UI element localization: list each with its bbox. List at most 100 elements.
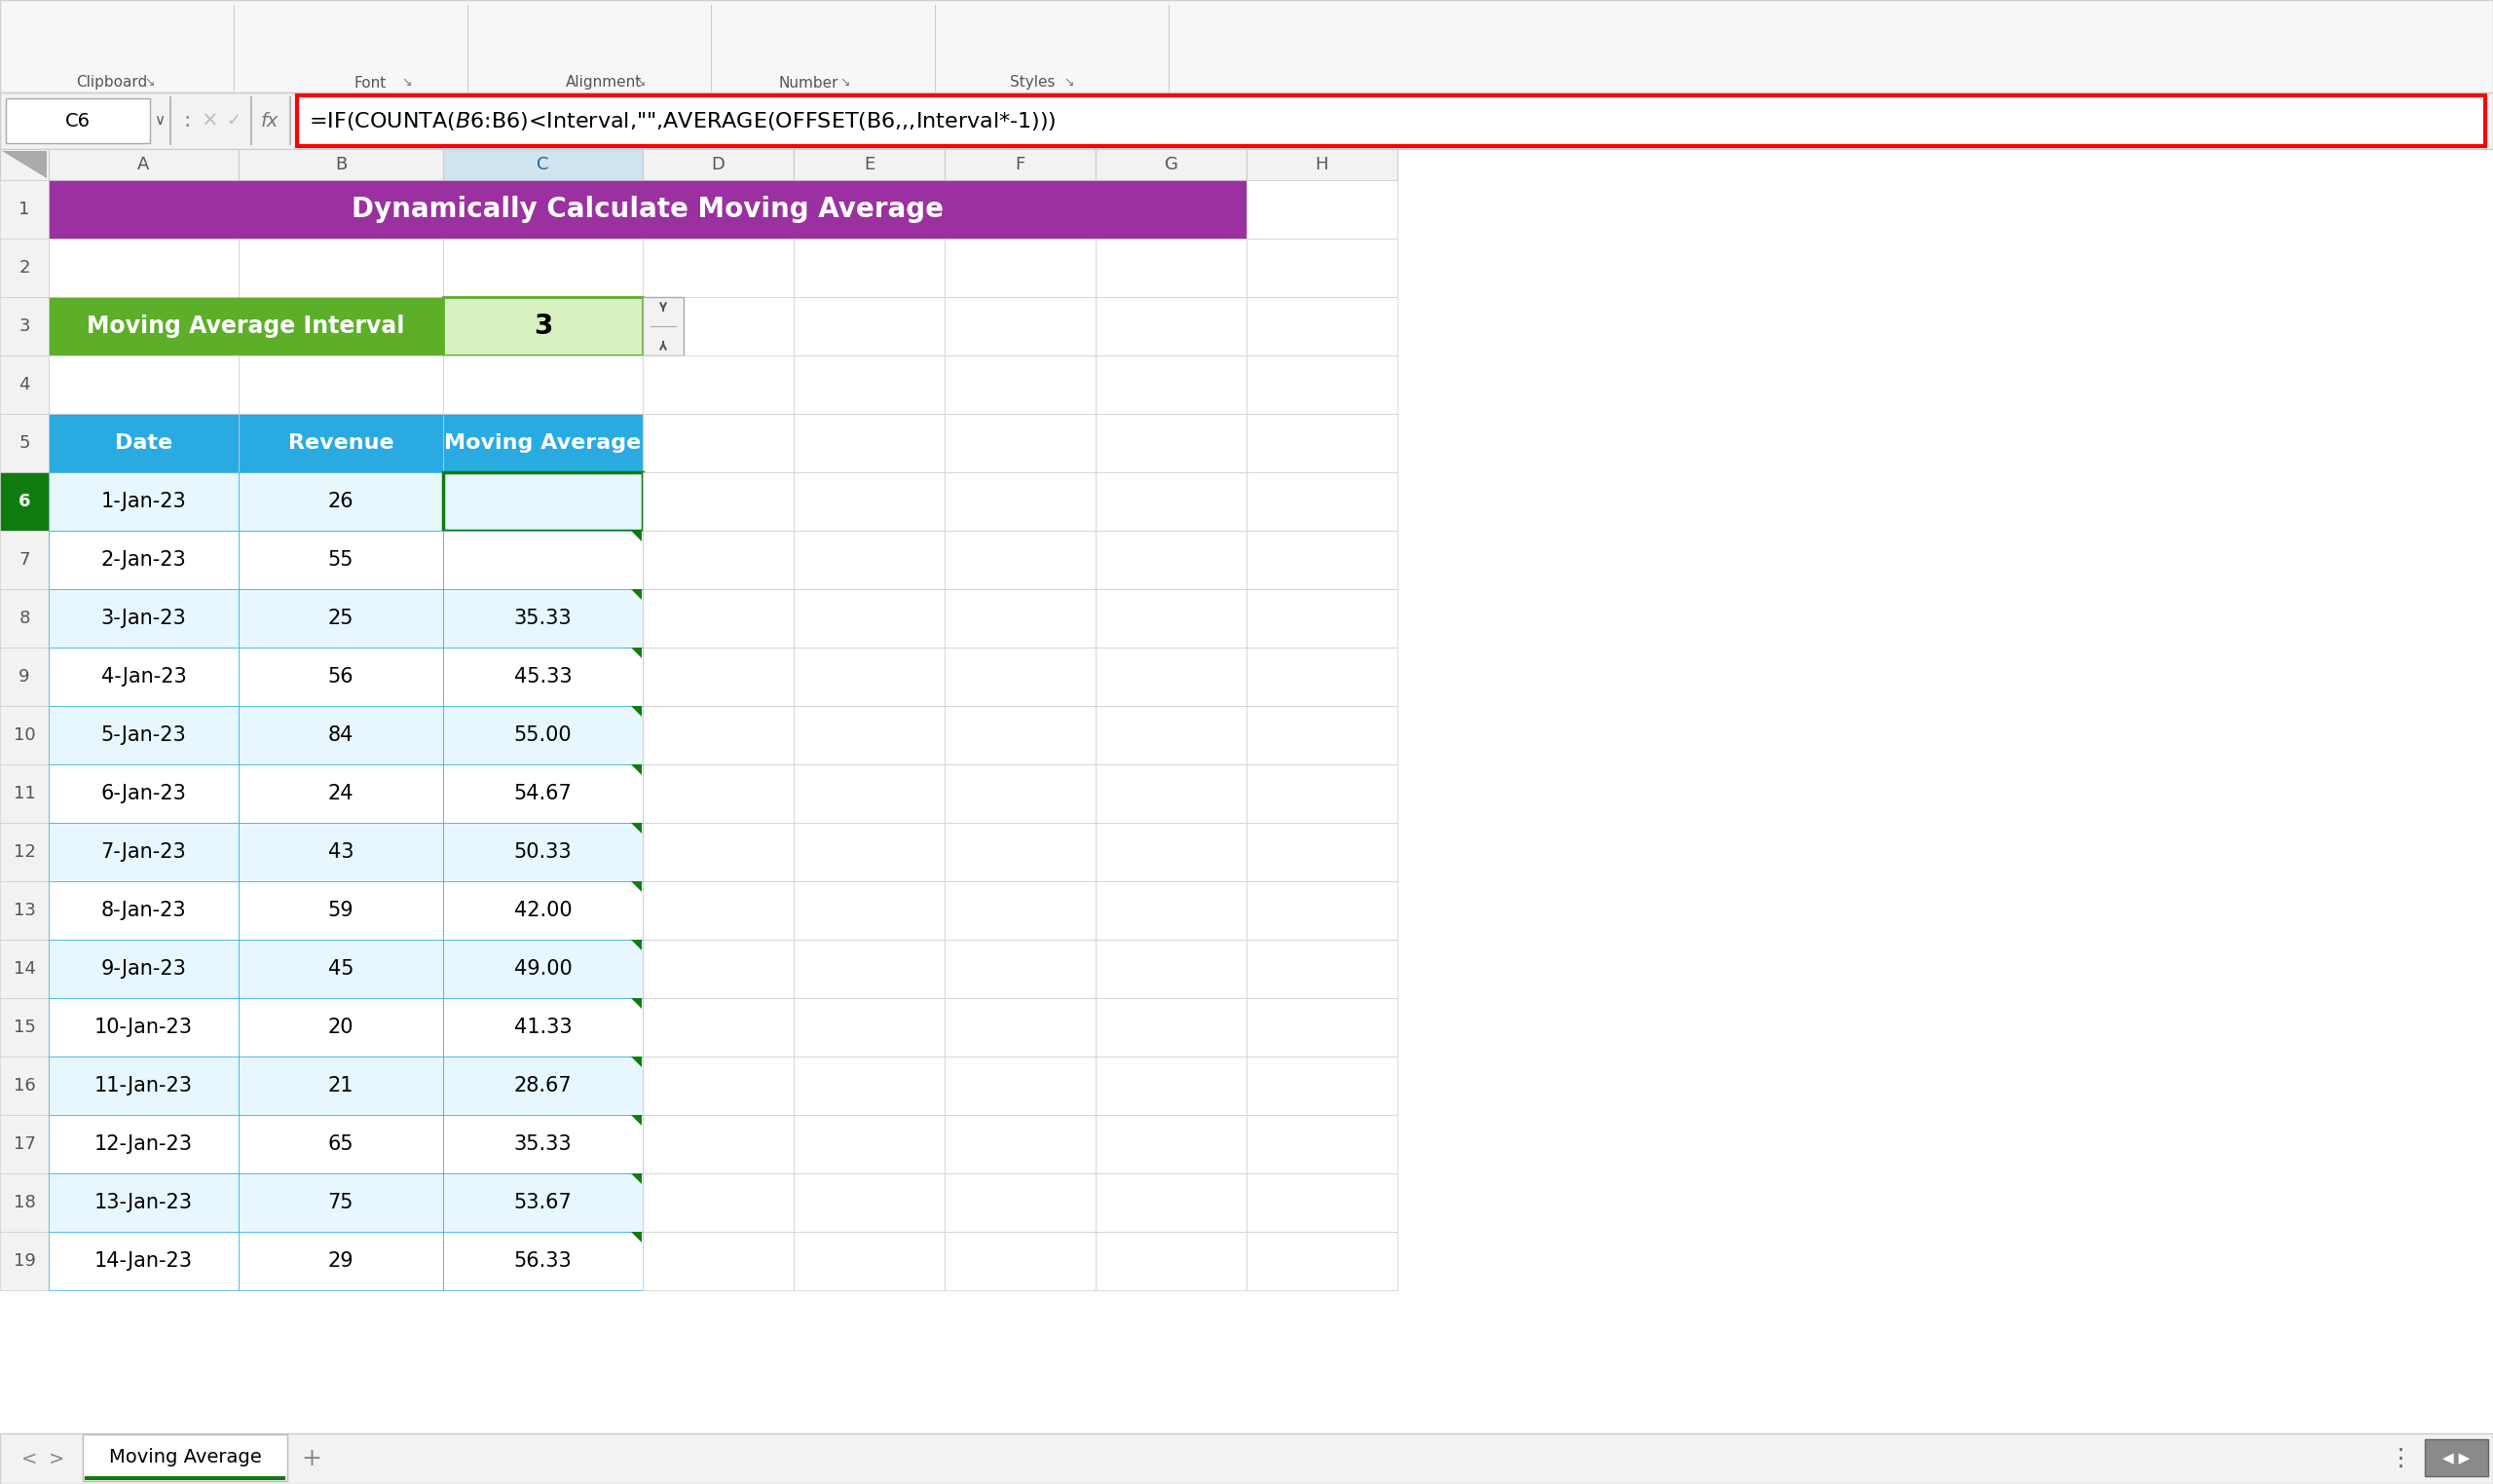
- Text: F: F: [1015, 156, 1025, 174]
- Bar: [643, 589, 793, 647]
- Text: 54.67: 54.67: [514, 784, 571, 803]
- Text: ◀ ▶: ◀ ▶: [2443, 1451, 2471, 1466]
- Bar: [945, 239, 1094, 297]
- Text: +: +: [302, 1447, 322, 1471]
- Text: 3-Jan-23: 3-Jan-23: [100, 608, 187, 628]
- Text: 56: 56: [329, 666, 354, 687]
- Text: 25: 25: [329, 608, 354, 628]
- Polygon shape: [631, 589, 641, 600]
- Bar: [793, 1174, 945, 1232]
- Text: 55: 55: [329, 551, 354, 570]
- Text: 9-Jan-23: 9-Jan-23: [100, 959, 187, 978]
- Bar: [1094, 999, 1246, 1057]
- Bar: [239, 414, 444, 472]
- Polygon shape: [631, 1174, 641, 1184]
- Text: 6-Jan-23: 6-Jan-23: [100, 784, 187, 803]
- Bar: [50, 356, 239, 414]
- Polygon shape: [631, 1232, 641, 1242]
- Bar: [1094, 939, 1246, 999]
- Bar: [0, 1057, 50, 1114]
- Polygon shape: [631, 939, 641, 950]
- Bar: [0, 531, 50, 589]
- Bar: [50, 239, 239, 297]
- Bar: [793, 999, 945, 1057]
- Text: C: C: [536, 156, 548, 174]
- Bar: [945, 706, 1094, 764]
- Bar: [1246, 706, 1399, 764]
- Bar: [945, 822, 1094, 881]
- Bar: [1246, 239, 1399, 297]
- Text: 45: 45: [329, 959, 354, 978]
- Polygon shape: [631, 764, 641, 775]
- Bar: [0, 999, 50, 1057]
- Bar: [945, 764, 1094, 822]
- Bar: [945, 647, 1094, 706]
- Bar: [50, 148, 239, 180]
- Bar: [444, 881, 643, 939]
- Bar: [1094, 706, 1246, 764]
- Text: 24: 24: [329, 784, 354, 803]
- Bar: [643, 764, 793, 822]
- Bar: [643, 1174, 793, 1232]
- Bar: [793, 1114, 945, 1174]
- Bar: [444, 589, 643, 647]
- Bar: [1246, 1174, 1399, 1232]
- Text: 75: 75: [329, 1193, 354, 1212]
- Bar: [643, 822, 793, 881]
- Bar: [1094, 356, 1246, 414]
- Bar: [239, 472, 444, 531]
- Bar: [945, 356, 1094, 414]
- Bar: [1094, 1232, 1246, 1290]
- Bar: [50, 1057, 239, 1114]
- Text: Revenue: Revenue: [289, 433, 394, 453]
- Bar: [0, 589, 50, 647]
- Bar: [1246, 589, 1399, 647]
- Bar: [239, 999, 444, 1057]
- Bar: [444, 1114, 643, 1174]
- Text: 41.33: 41.33: [514, 1018, 571, 1037]
- Bar: [444, 706, 643, 764]
- Bar: [793, 531, 945, 589]
- Polygon shape: [631, 1057, 641, 1067]
- Bar: [444, 647, 643, 706]
- Bar: [239, 1174, 444, 1232]
- Bar: [945, 414, 1094, 472]
- Text: 4: 4: [20, 375, 30, 393]
- Bar: [1246, 1232, 1399, 1290]
- Text: 1-Jan-23: 1-Jan-23: [100, 491, 187, 510]
- Bar: [0, 706, 50, 764]
- Bar: [1246, 999, 1399, 1057]
- Bar: [1094, 531, 1246, 589]
- Bar: [643, 999, 793, 1057]
- Text: ↘: ↘: [1065, 77, 1074, 89]
- Bar: [50, 822, 239, 881]
- Bar: [643, 706, 793, 764]
- Text: ✓: ✓: [227, 111, 242, 129]
- Bar: [444, 531, 643, 589]
- Polygon shape: [631, 999, 641, 1009]
- Bar: [945, 1114, 1094, 1174]
- Bar: [793, 472, 945, 531]
- Text: ∨: ∨: [155, 113, 165, 128]
- Bar: [0, 356, 50, 414]
- Bar: [793, 706, 945, 764]
- Bar: [0, 472, 50, 531]
- Bar: [444, 297, 643, 356]
- Bar: [239, 1232, 444, 1290]
- Text: 9: 9: [20, 668, 30, 686]
- Bar: [643, 647, 793, 706]
- Text: 8: 8: [20, 610, 30, 628]
- Bar: [239, 647, 444, 706]
- Text: 45.33: 45.33: [514, 666, 571, 687]
- Text: 84: 84: [329, 726, 354, 745]
- Bar: [5, 98, 150, 142]
- Bar: [643, 939, 793, 999]
- Text: 1: 1: [20, 200, 30, 218]
- Text: 42.00: 42.00: [514, 901, 571, 920]
- Text: Styles: Styles: [1010, 76, 1055, 91]
- Text: Alignment: Alignment: [566, 76, 641, 91]
- Text: 14: 14: [12, 960, 35, 978]
- Bar: [50, 706, 239, 764]
- Text: ⋮: ⋮: [2388, 1447, 2413, 1471]
- Bar: [239, 589, 444, 647]
